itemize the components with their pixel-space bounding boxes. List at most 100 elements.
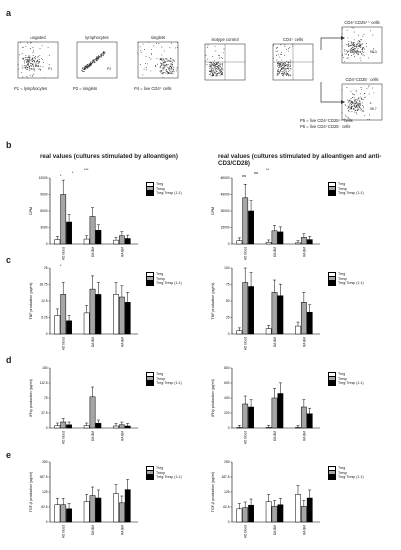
bar	[118, 296, 125, 335]
y-tick-label: 112.5	[40, 381, 48, 385]
y-tick-label: 25	[226, 316, 230, 320]
x-tick-label: HD blood	[62, 337, 66, 351]
bar	[83, 425, 90, 429]
legend-item: Treg	[146, 271, 182, 277]
purity-value: 98.7	[370, 107, 377, 111]
bar	[89, 396, 96, 429]
significance-label: ***	[84, 168, 89, 172]
legend-label: Tresp	[338, 376, 348, 381]
legend-swatch	[328, 271, 336, 277]
y-axis-label: IFNγ production (pg/ml)	[211, 379, 215, 417]
y-axis-label: IFNγ production (pg/ml)	[29, 379, 33, 417]
bar	[236, 330, 243, 335]
bar	[95, 497, 102, 523]
legend-swatch	[146, 371, 154, 377]
chart-legend: Treg Tresp Treg:Tresp (1:1)	[146, 371, 182, 386]
x-tick-label: RA BM	[302, 431, 306, 441]
chart-c-left: 0 6.25 12.5 18.75 25 TNF production (pg/ml) HD…	[29, 264, 138, 351]
x-tick-label: OA BM	[273, 337, 277, 347]
bar	[248, 210, 254, 245]
legend-swatch	[146, 380, 154, 386]
bar	[300, 237, 307, 245]
bar	[248, 504, 254, 523]
heading-left: real values (cultures stimulated by allo…	[40, 153, 178, 160]
bar	[265, 427, 272, 429]
y-tick-label: 187.5	[40, 475, 48, 479]
legend-swatch	[146, 474, 154, 480]
flow-sorted-2	[341, 83, 383, 121]
legend-swatch	[328, 190, 336, 196]
bar	[66, 320, 72, 335]
legend-label: Treg	[338, 182, 346, 187]
legend-swatch	[328, 474, 336, 480]
bar	[265, 501, 272, 523]
legend-item: Tresp	[328, 470, 364, 476]
bar	[277, 504, 284, 523]
bar	[83, 238, 90, 245]
x-tick-label: RA BM	[120, 431, 124, 441]
bar	[54, 239, 61, 245]
flow-plot-title: ungated	[30, 35, 46, 40]
panel-letter-c: c	[6, 255, 12, 265]
y-axis-label: TGF-β production (pg/ml)	[29, 472, 33, 512]
chart-legend: Treg Tresp Treg:Tresp (1:1)	[146, 181, 182, 196]
legend-label: Treg	[338, 372, 346, 377]
legend-label: Tresp	[338, 470, 348, 475]
y-tick-label: 12000	[39, 176, 48, 180]
y-tick-label: 60000	[221, 176, 230, 180]
flow-plot-1	[17, 41, 59, 79]
bar	[60, 421, 67, 429]
y-tick-label: 800	[224, 366, 230, 370]
legend-swatch	[328, 465, 336, 471]
legend-item: Treg:Tresp (1:1)	[328, 474, 364, 480]
legend-item: Tresp	[146, 186, 182, 192]
bar	[113, 294, 119, 335]
bar	[295, 427, 301, 429]
legend-swatch	[328, 380, 336, 386]
y-tick-label: 6000	[40, 209, 47, 213]
legend-label: Treg:Tresp (1:1)	[156, 191, 182, 196]
y-tick-label: 25	[44, 266, 48, 270]
purity-value: 98.3	[370, 50, 377, 54]
significance-label: ns	[254, 171, 258, 175]
legend-swatch	[146, 190, 154, 196]
x-tick-label: HD blood	[244, 247, 248, 261]
legend-swatch	[328, 371, 336, 377]
legend-item: Treg:Tresp (1:1)	[328, 380, 364, 386]
x-tick-label: RA BM	[120, 247, 124, 257]
gate-label: P4	[168, 67, 173, 71]
legend-item: Treg:Tresp (1:1)	[146, 190, 182, 196]
bar	[113, 239, 119, 245]
bar	[306, 413, 313, 429]
chart-legend: Treg Tresp Treg:Tresp (1:1)	[328, 271, 364, 286]
flow-sorted-title: CD4⁺CD25⁻ cells	[345, 77, 379, 82]
legend-item: Treg:Tresp (1:1)	[146, 280, 182, 286]
bar	[124, 238, 131, 245]
legend-swatch	[146, 470, 154, 476]
flow-plot-title: singlets	[150, 35, 166, 40]
significance-label: *	[60, 174, 62, 178]
bar	[277, 231, 284, 245]
chart-e-left: 0 62.5 125 187.5 250 TGF-β production (pg/ml)…	[29, 460, 138, 538]
legend-swatch	[328, 280, 336, 286]
legend-swatch	[328, 181, 336, 187]
legend-item: Treg:Tresp (1:1)	[146, 474, 182, 480]
bar	[300, 406, 307, 429]
flow-sorted-title: CD4⁺CD25⁺⁺ cells	[344, 20, 380, 25]
bar	[54, 425, 61, 429]
y-tick-label: 0	[228, 426, 230, 430]
x-tick-label: HD blood	[62, 431, 66, 445]
x-tick-label: OA BM	[273, 525, 277, 535]
chart-legend: Treg Tresp Treg:Tresp (1:1)	[328, 465, 364, 480]
x-tick-label: OA BM	[91, 525, 95, 535]
bar	[248, 406, 254, 429]
significance-label: ns	[242, 174, 246, 178]
bar	[89, 216, 96, 245]
y-tick-label: 45000	[221, 193, 230, 197]
legend-label: Treg:Tresp (1:1)	[338, 475, 364, 480]
y-tick-label: 0	[228, 332, 230, 336]
panel-letter-e: e	[6, 450, 12, 460]
legend-item: Tresp	[328, 376, 364, 382]
legend-label: Treg	[338, 466, 346, 471]
chart-legend: Treg Tresp Treg:Tresp (1:1)	[146, 465, 182, 480]
